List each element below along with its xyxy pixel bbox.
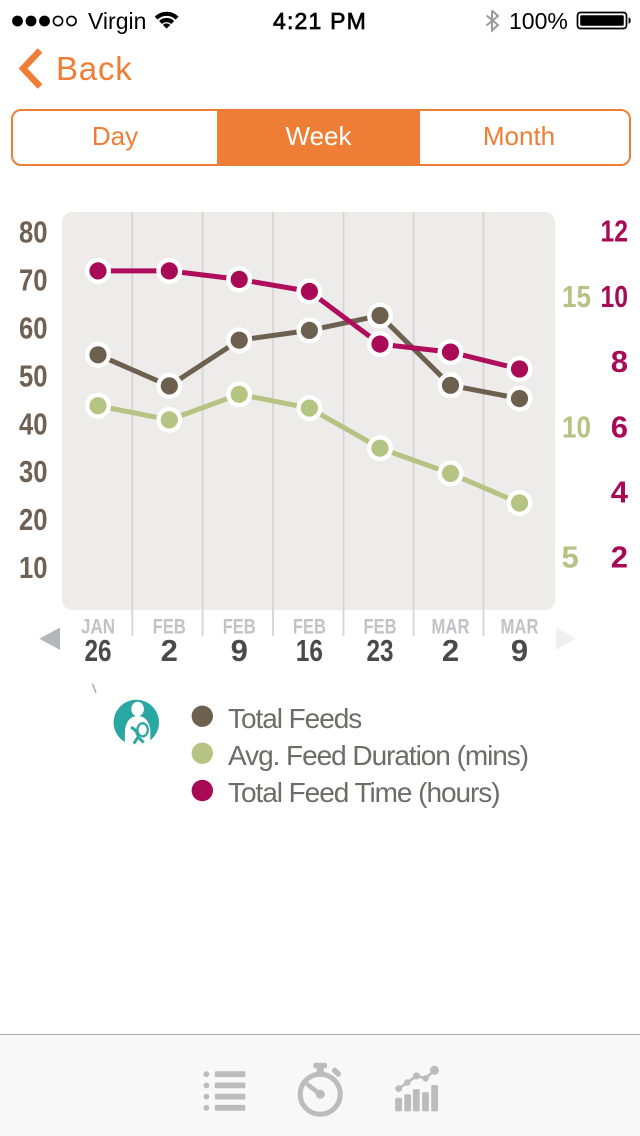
svg-text:15: 15 [562, 279, 591, 314]
svg-text:40: 40 [19, 406, 48, 441]
svg-text:FEB: FEB [153, 615, 186, 638]
svg-text:12: 12 [601, 214, 629, 249]
svg-text:10: 10 [19, 550, 48, 585]
svg-text:4: 4 [611, 475, 629, 510]
svg-text:JAN: JAN [81, 615, 115, 638]
svg-text:5: 5 [562, 540, 579, 575]
svg-text:MAR: MAR [501, 615, 539, 638]
svg-text:50: 50 [19, 358, 48, 393]
svg-text:23: 23 [367, 633, 394, 668]
svg-text:2: 2 [611, 540, 628, 575]
svg-text:FEB: FEB [293, 615, 326, 638]
svg-text:FEB: FEB [223, 615, 256, 638]
svg-text:6: 6 [611, 409, 628, 444]
svg-text:80: 80 [19, 215, 48, 250]
svg-text:60: 60 [19, 311, 48, 346]
svg-text:9: 9 [231, 633, 248, 668]
svg-text:2: 2 [161, 633, 178, 668]
svg-text:MAR: MAR [432, 615, 470, 638]
svg-text:FEB: FEB [364, 615, 397, 638]
svg-text:9: 9 [511, 633, 528, 668]
svg-text:8: 8 [611, 344, 628, 379]
svg-text:2: 2 [442, 633, 459, 668]
svg-text:70: 70 [19, 263, 48, 298]
svg-text:26: 26 [85, 633, 112, 668]
svg-text:30: 30 [19, 454, 48, 489]
svg-text:10: 10 [601, 279, 629, 314]
svg-text:10: 10 [562, 409, 591, 444]
svg-text:20: 20 [19, 502, 48, 537]
svg-text:16: 16 [296, 633, 323, 668]
